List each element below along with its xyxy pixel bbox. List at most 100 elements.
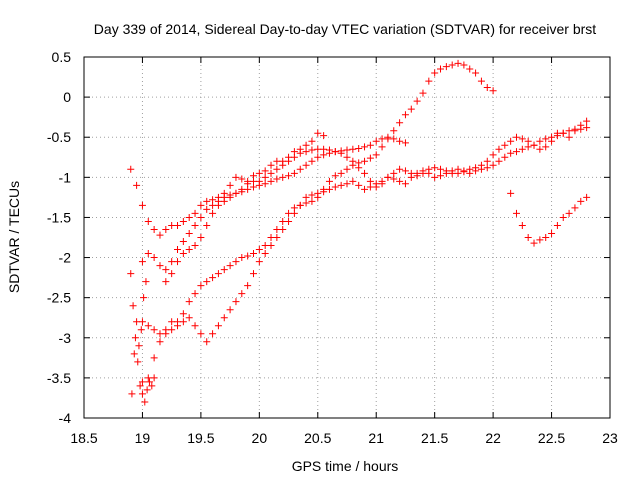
data-point: [144, 217, 152, 225]
data-point: [209, 201, 217, 209]
data-point: [431, 69, 439, 77]
data-point: [144, 250, 152, 258]
data-point: [325, 177, 333, 185]
data-point: [261, 167, 269, 175]
data-point: [209, 274, 217, 282]
data-point: [507, 189, 515, 197]
y-tick-label: -1: [59, 169, 72, 185]
x-tick-label: 22.5: [538, 430, 565, 446]
data-point: [583, 124, 591, 132]
x-axis-label: GPS time / hours: [292, 458, 399, 474]
data-points: [127, 59, 591, 406]
data-point: [361, 169, 369, 177]
data-point: [150, 225, 158, 233]
data-point: [267, 161, 275, 169]
data-point: [168, 326, 176, 334]
data-point: [583, 117, 591, 125]
data-point: [179, 217, 187, 225]
data-point: [162, 266, 170, 274]
data-point: [261, 242, 269, 250]
data-point: [285, 209, 293, 217]
data-point: [273, 234, 281, 241]
y-tick-label: -0.5: [47, 129, 71, 145]
data-point: [314, 145, 322, 153]
data-point: [489, 87, 497, 95]
data-point: [331, 148, 339, 156]
data-point: [308, 146, 316, 154]
data-point: [331, 172, 339, 180]
data-point: [168, 318, 176, 326]
data-point: [174, 246, 182, 254]
data-point: [156, 231, 164, 239]
data-point: [191, 322, 199, 330]
data-point: [261, 180, 269, 188]
data-point: [162, 225, 170, 233]
data-point: [226, 181, 234, 189]
data-series-3: [138, 59, 497, 386]
data-point: [407, 105, 415, 113]
data-point: [220, 197, 228, 205]
data-point: [255, 177, 263, 185]
data-point: [273, 165, 281, 173]
data-point: [129, 302, 137, 310]
data-point: [355, 164, 363, 172]
grid-layer: [84, 57, 610, 418]
data-point: [156, 330, 164, 338]
data-point: [203, 338, 211, 346]
data-point: [495, 145, 503, 153]
data-point: [185, 298, 193, 306]
data-point: [390, 169, 398, 177]
data-point: [366, 177, 374, 185]
y-tick-label: -3.5: [47, 370, 71, 386]
data-point: [226, 306, 234, 314]
data-point: [448, 169, 456, 177]
data-point: [273, 175, 281, 183]
data-point: [273, 157, 281, 165]
data-point: [203, 221, 211, 229]
data-point: [320, 145, 328, 153]
data-series-2: [138, 133, 409, 274]
x-tick-label: 19.5: [187, 430, 214, 446]
data-point: [378, 143, 386, 151]
data-point: [536, 145, 544, 153]
data-point: [401, 167, 409, 175]
data-point: [495, 157, 503, 165]
chart-title: Day 339 of 2014, Sidereal Day-to-day VTE…: [94, 21, 596, 37]
data-point: [477, 77, 485, 85]
data-point: [314, 189, 322, 197]
data-point: [249, 177, 257, 185]
data-point: [244, 282, 252, 290]
data-point: [162, 326, 170, 334]
data-point: [559, 129, 567, 137]
data-point: [273, 225, 281, 233]
data-point: [507, 137, 515, 145]
data-point: [565, 209, 573, 217]
data-point: [553, 221, 561, 229]
data-point: [331, 183, 339, 191]
data-point: [138, 201, 146, 209]
x-tick-label: 18.5: [70, 430, 97, 446]
data-point: [127, 165, 135, 173]
data-point: [472, 164, 480, 172]
data-point: [437, 165, 445, 173]
data-point: [238, 185, 246, 193]
data-point: [308, 191, 316, 199]
data-point: [518, 135, 526, 143]
data-point: [191, 221, 199, 229]
data-point: [162, 278, 170, 286]
data-point: [372, 183, 380, 191]
data-point: [150, 254, 158, 262]
data-series-6: [507, 189, 591, 247]
data-point: [524, 234, 532, 241]
data-point: [437, 172, 445, 180]
data-point: [308, 197, 316, 205]
data-point: [366, 154, 374, 162]
data-point: [197, 234, 205, 241]
data-point: [343, 146, 351, 154]
x-tick-label: 23: [602, 430, 618, 446]
data-point: [314, 153, 322, 161]
data-point: [296, 149, 304, 157]
data-point: [290, 153, 298, 161]
data-point: [285, 217, 293, 225]
x-tick-label: 22: [485, 430, 501, 446]
